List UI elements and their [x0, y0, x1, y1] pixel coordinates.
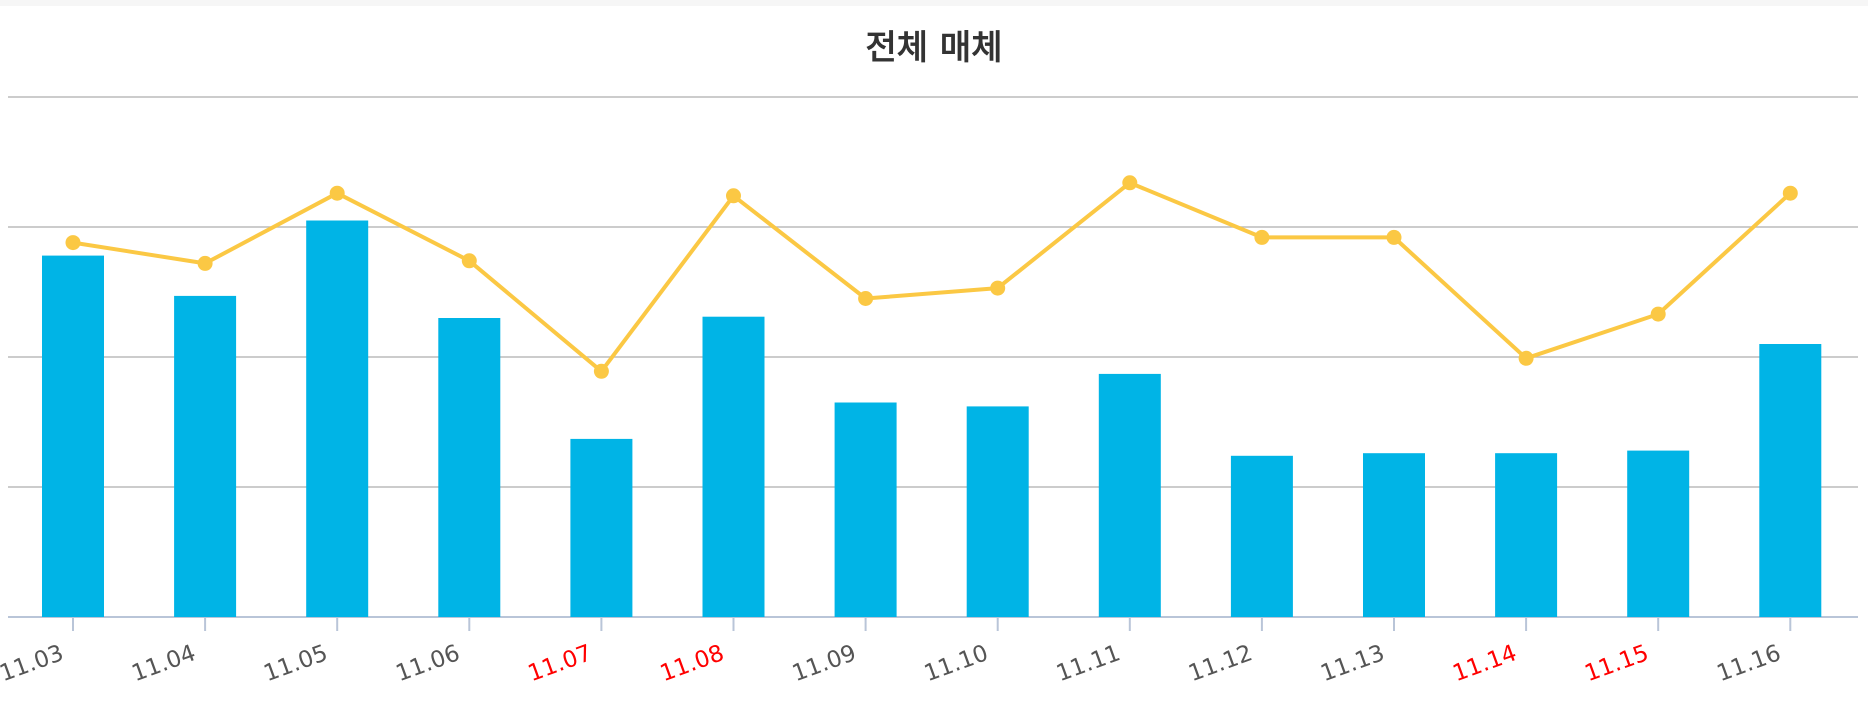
chart-title: 전체 매체 — [865, 28, 1003, 68]
line-point-11.14 — [1518, 350, 1534, 366]
bar-11.11 — [1098, 373, 1161, 617]
bar-11.14 — [1495, 453, 1558, 617]
bar-11.05 — [306, 220, 369, 617]
bar-11.09 — [834, 402, 897, 617]
bar-11.08 — [702, 316, 765, 617]
line-point-11.05 — [329, 185, 345, 201]
x-tick-label: 11.08 — [657, 640, 728, 687]
x-tick-label: 11.03 — [0, 640, 67, 687]
bar-11.07 — [570, 438, 633, 617]
bar-11.13 — [1363, 453, 1425, 617]
top-strip — [0, 0, 1868, 6]
line-point-11.11 — [1122, 175, 1138, 191]
bar-11.04 — [174, 295, 237, 617]
line-point-11.13 — [1386, 229, 1402, 245]
x-tick-label: 11.11 — [1053, 640, 1124, 687]
bar-series — [42, 220, 1822, 617]
bar-11.03 — [42, 255, 104, 617]
bar-11.12 — [1230, 455, 1293, 617]
x-tick-label: 11.14 — [1449, 640, 1520, 687]
x-tick-label: 11.09 — [789, 640, 860, 687]
x-tick-label: 11.04 — [128, 640, 199, 687]
bar-11.16 — [1759, 344, 1822, 617]
line-point-11.12 — [1254, 229, 1270, 245]
x-tick-label: 11.15 — [1581, 640, 1652, 687]
x-tick-label: 11.10 — [921, 640, 992, 687]
line-point-11.16 — [1782, 185, 1798, 201]
bar-11.15 — [1627, 450, 1690, 617]
bar-11.10 — [966, 406, 1029, 617]
line-point-11.06 — [461, 253, 477, 269]
line-point-11.08 — [726, 188, 741, 204]
x-tick-label: 11.05 — [260, 640, 331, 687]
x-tick-label: 11.06 — [393, 640, 464, 687]
x-tick-label: 11.07 — [525, 640, 596, 687]
line-point-11.03 — [65, 235, 81, 251]
line-point-11.09 — [858, 291, 874, 306]
line-point-11.15 — [1650, 306, 1666, 322]
bar-11.06 — [438, 318, 501, 617]
x-tick-label: 11.16 — [1714, 640, 1785, 687]
line-point-11.07 — [593, 363, 609, 379]
line-point-11.04 — [197, 255, 213, 271]
x-axis-ticks — [72, 617, 1792, 631]
x-tick-label: 11.12 — [1185, 640, 1256, 687]
line-point-11.10 — [990, 280, 1006, 296]
line-series-points — [65, 175, 1798, 379]
x-tick-label: 11.13 — [1317, 640, 1388, 687]
line-series — [72, 180, 1792, 374]
x-axis-labels: 11.03 11.04 11.05 11.06 11.07 11.08 11.09 11.10… — [0, 640, 1784, 687]
